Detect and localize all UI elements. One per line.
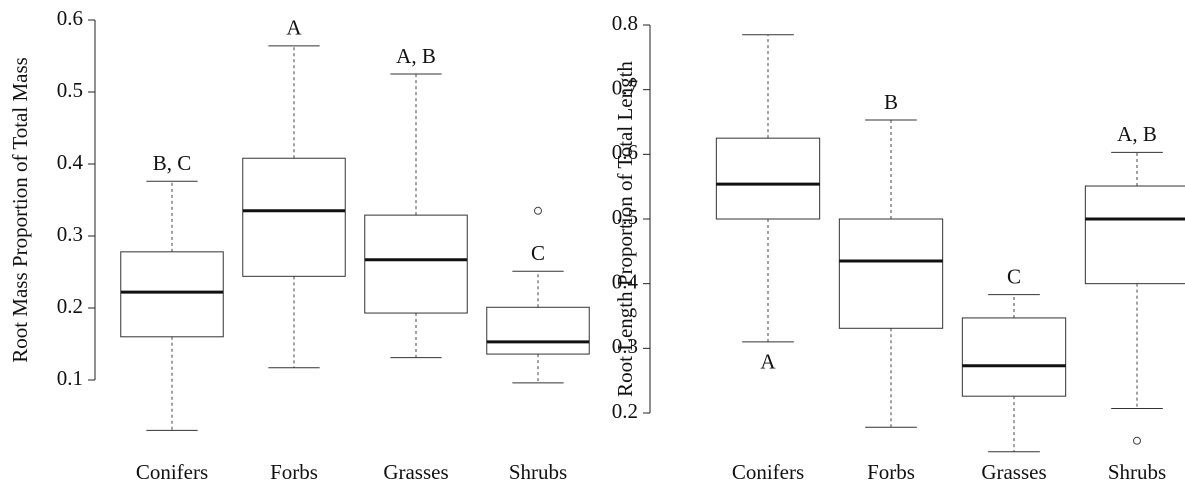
outlier (534, 206, 542, 215)
box (1084, 185, 1185, 285)
y-tick-label: 0.5 (612, 205, 638, 229)
annotation: A, B (396, 44, 436, 68)
box (715, 137, 821, 220)
x-tick-label: Conifers (732, 460, 804, 484)
box (364, 214, 468, 314)
annotation: B, C (153, 151, 192, 175)
box (486, 306, 590, 355)
y-tick-label: 0.6 (57, 6, 83, 30)
y-tick-label: 0.3 (57, 222, 83, 246)
x-tick-label: Shrubs (1108, 460, 1166, 484)
annotation: B (884, 90, 898, 114)
x-tick-label: Conifers (136, 460, 208, 484)
x-tick-label: Forbs (270, 460, 318, 484)
outlier (1133, 436, 1141, 445)
box (120, 251, 224, 338)
y-axis-label: Root Length Proportion of Total Length (613, 61, 637, 397)
x-tick-label: Shrubs (509, 460, 567, 484)
x-tick-label: Grasses (383, 460, 448, 484)
y-tick-label: 0.4 (57, 150, 84, 174)
annotation: C (531, 241, 545, 265)
y-tick-label: 0.3 (612, 334, 638, 358)
y-tick-label: 0.2 (57, 294, 83, 318)
y-tick-label: 0.5 (57, 78, 83, 102)
y-tick-label: 0.8 (612, 11, 638, 35)
y-tick-label: 0.1 (57, 366, 83, 390)
y-tick-label: 0.2 (612, 399, 638, 423)
y-tick-label: 0.6 (612, 140, 638, 164)
annotation: A (286, 16, 302, 40)
annotation: A, B (1117, 122, 1157, 146)
annotation: C (1007, 264, 1021, 288)
annotation: A (760, 350, 776, 374)
y-tick-label: 0.4 (612, 269, 639, 293)
box (961, 317, 1067, 397)
y-tick-label: 0.7 (612, 75, 638, 99)
x-tick-label: Grasses (981, 460, 1046, 484)
box (838, 218, 944, 329)
y-axis-label: Root Mass Proportion of Total Mass (8, 57, 32, 363)
box (242, 157, 346, 277)
x-tick-label: Forbs (867, 460, 915, 484)
